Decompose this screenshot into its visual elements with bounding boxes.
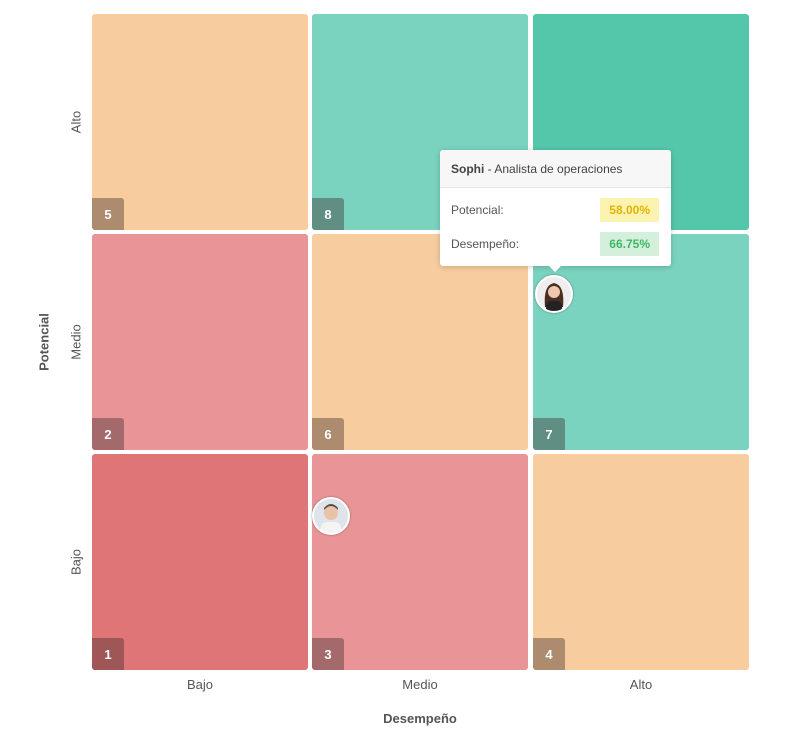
tooltip-value: 66.75% <box>600 232 659 256</box>
cell-number: 6 <box>312 418 344 450</box>
cell-number: 4 <box>533 638 565 670</box>
grid-cell[interactable]: 1 <box>92 454 308 670</box>
grid-cell[interactable]: 3 <box>312 454 528 670</box>
tooltip-name: Sophi <box>451 161 485 176</box>
tooltip-label: Potencial: <box>451 203 504 217</box>
cell-number: 2 <box>92 418 124 450</box>
tooltip-role: - Analista de operaciones <box>487 161 623 176</box>
avatar-image <box>544 283 564 311</box>
y-label: Alto <box>68 110 84 134</box>
grid-cell[interactable]: 2 <box>92 234 308 450</box>
x-axis-title: Desempeño <box>383 711 457 726</box>
cell-number: 5 <box>92 198 124 230</box>
y-label: Bajo <box>68 548 84 576</box>
tooltip: Sophi - Analista de operaciones Potencia… <box>440 150 671 272</box>
avatar[interactable] <box>535 275 573 313</box>
x-label: Alto <box>629 677 653 692</box>
tooltip-row: Potencial: 58.00% <box>451 198 659 222</box>
cell-number: 3 <box>312 638 344 670</box>
tooltip-arrow <box>548 265 562 272</box>
tooltip-header: Sophi - Analista de operaciones <box>440 150 671 188</box>
avatar-image <box>321 504 341 533</box>
tooltip-label: Desempeño: <box>451 237 520 251</box>
y-label: Medio <box>68 324 84 360</box>
y-axis-title: Potencial <box>36 313 52 371</box>
avatar[interactable] <box>312 497 350 535</box>
grid-cell[interactable]: 6 <box>312 234 528 450</box>
cell-number: 7 <box>533 418 565 450</box>
cell-number: 8 <box>312 198 344 230</box>
x-label: Medio <box>402 677 438 692</box>
tooltip-value: 58.00% <box>600 198 659 222</box>
grid-cell[interactable]: 5 <box>92 14 308 230</box>
grid-cell[interactable]: 4 <box>533 454 749 670</box>
cell-number: 1 <box>92 638 124 670</box>
grid-cell[interactable]: 7 <box>533 234 749 450</box>
tooltip-row: Desempeño: 66.75% <box>451 232 659 256</box>
x-label: Bajo <box>186 677 214 692</box>
